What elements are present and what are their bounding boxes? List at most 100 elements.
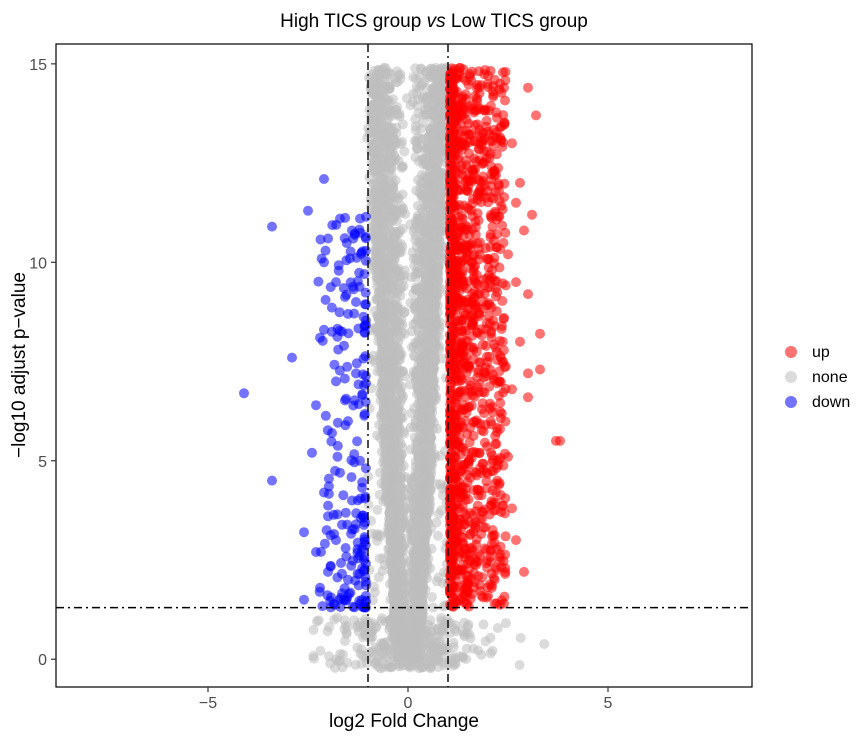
data-point-none bbox=[342, 621, 353, 632]
data-point-none bbox=[417, 353, 428, 364]
data-point-none bbox=[378, 278, 389, 289]
data-point-none bbox=[385, 124, 395, 135]
chart-title: High TICS group vs Low TICS group bbox=[280, 11, 588, 32]
data-point-none bbox=[315, 645, 326, 656]
data-point-none bbox=[386, 511, 397, 522]
data-point-none bbox=[374, 419, 385, 430]
data-point-none bbox=[377, 566, 388, 576]
data-point-none bbox=[416, 299, 427, 310]
data-point-none bbox=[427, 592, 437, 602]
data-point-none bbox=[401, 569, 412, 580]
data-point-none bbox=[426, 523, 437, 534]
data-point-none bbox=[478, 619, 489, 630]
data-point-none bbox=[392, 650, 403, 661]
data-point-none bbox=[397, 366, 408, 377]
data-point-none bbox=[433, 509, 444, 519]
data-point-none bbox=[401, 490, 412, 501]
data-point-none bbox=[421, 148, 431, 159]
data-point-none bbox=[375, 531, 386, 542]
data-point-none bbox=[375, 261, 386, 272]
data-point-none bbox=[329, 614, 340, 625]
data-point-none bbox=[428, 386, 439, 397]
data-point-none bbox=[416, 614, 427, 625]
data-point-none bbox=[387, 579, 398, 590]
data-point-none bbox=[422, 160, 432, 170]
data-point-none bbox=[410, 417, 421, 428]
data-point-none bbox=[389, 253, 400, 264]
data-point-none bbox=[424, 227, 435, 238]
data-point-none bbox=[425, 302, 436, 313]
data-point-none bbox=[434, 227, 445, 237]
data-point-none bbox=[375, 467, 385, 478]
data-point-none bbox=[410, 272, 421, 283]
data-point-none bbox=[390, 565, 401, 576]
data-point-none bbox=[391, 77, 401, 88]
data-point-none bbox=[429, 136, 440, 147]
data-point-none bbox=[335, 649, 346, 659]
data-point-none bbox=[415, 233, 426, 243]
data-point-none bbox=[407, 342, 417, 353]
data-point-none bbox=[410, 253, 421, 264]
data-point-none bbox=[372, 504, 383, 515]
data-point-none bbox=[436, 189, 447, 200]
data-point-none bbox=[428, 208, 438, 218]
data-point-none bbox=[414, 71, 425, 82]
data-point-none bbox=[416, 515, 427, 526]
data-point-none bbox=[422, 433, 432, 444]
data-point-none bbox=[376, 388, 387, 399]
data-point-none bbox=[411, 284, 421, 295]
data-point-none bbox=[375, 85, 386, 96]
data-point-none bbox=[380, 659, 391, 670]
data-point-none bbox=[398, 581, 409, 592]
data-point-none bbox=[399, 146, 410, 157]
data-point-none bbox=[461, 654, 471, 664]
data-point-none bbox=[450, 657, 461, 668]
data-point-none bbox=[430, 179, 441, 190]
data-point-none bbox=[415, 481, 426, 492]
data-point-none bbox=[409, 633, 420, 644]
data-point-none bbox=[375, 217, 386, 228]
data-point-none bbox=[353, 626, 364, 637]
data-point-none bbox=[457, 625, 468, 636]
data-point-none bbox=[384, 328, 395, 339]
data-point-none bbox=[417, 319, 428, 329]
data-point-none bbox=[397, 119, 408, 130]
data-point-none bbox=[416, 64, 427, 75]
data-point-none bbox=[392, 492, 402, 503]
data-point-none bbox=[399, 328, 410, 339]
data-point-none bbox=[370, 657, 381, 668]
data-point-none bbox=[408, 657, 418, 668]
data-point-none bbox=[416, 123, 426, 134]
data-point-none bbox=[425, 563, 436, 574]
data-point-none bbox=[387, 450, 398, 460]
data-point-none bbox=[428, 417, 439, 428]
data-point-none bbox=[422, 327, 433, 338]
data-point-none bbox=[368, 648, 379, 658]
data-point-none bbox=[412, 200, 423, 211]
data-point-none bbox=[397, 532, 408, 543]
data-point-none bbox=[421, 394, 432, 405]
data-point-none bbox=[485, 632, 496, 643]
data-point-none bbox=[377, 193, 388, 204]
data-point-none bbox=[414, 377, 425, 388]
data-point-none bbox=[383, 644, 394, 654]
points-layer bbox=[239, 62, 565, 674]
data-point-none bbox=[370, 146, 381, 157]
data-point-none bbox=[364, 172, 375, 183]
data-point-none bbox=[395, 69, 406, 80]
data-point-none bbox=[414, 223, 425, 234]
data-point-none bbox=[383, 67, 394, 78]
data-point-none bbox=[409, 403, 420, 413]
data-point-none bbox=[432, 68, 443, 79]
data-point-none bbox=[378, 496, 389, 507]
data-point-none bbox=[379, 370, 390, 381]
data-point-none bbox=[417, 169, 427, 180]
data-point-none bbox=[417, 490, 427, 501]
data-point-none bbox=[434, 344, 445, 355]
data-point-none bbox=[427, 356, 438, 367]
data-point-none bbox=[418, 336, 429, 347]
data-point-none bbox=[430, 251, 441, 262]
data-point-none bbox=[423, 193, 434, 204]
